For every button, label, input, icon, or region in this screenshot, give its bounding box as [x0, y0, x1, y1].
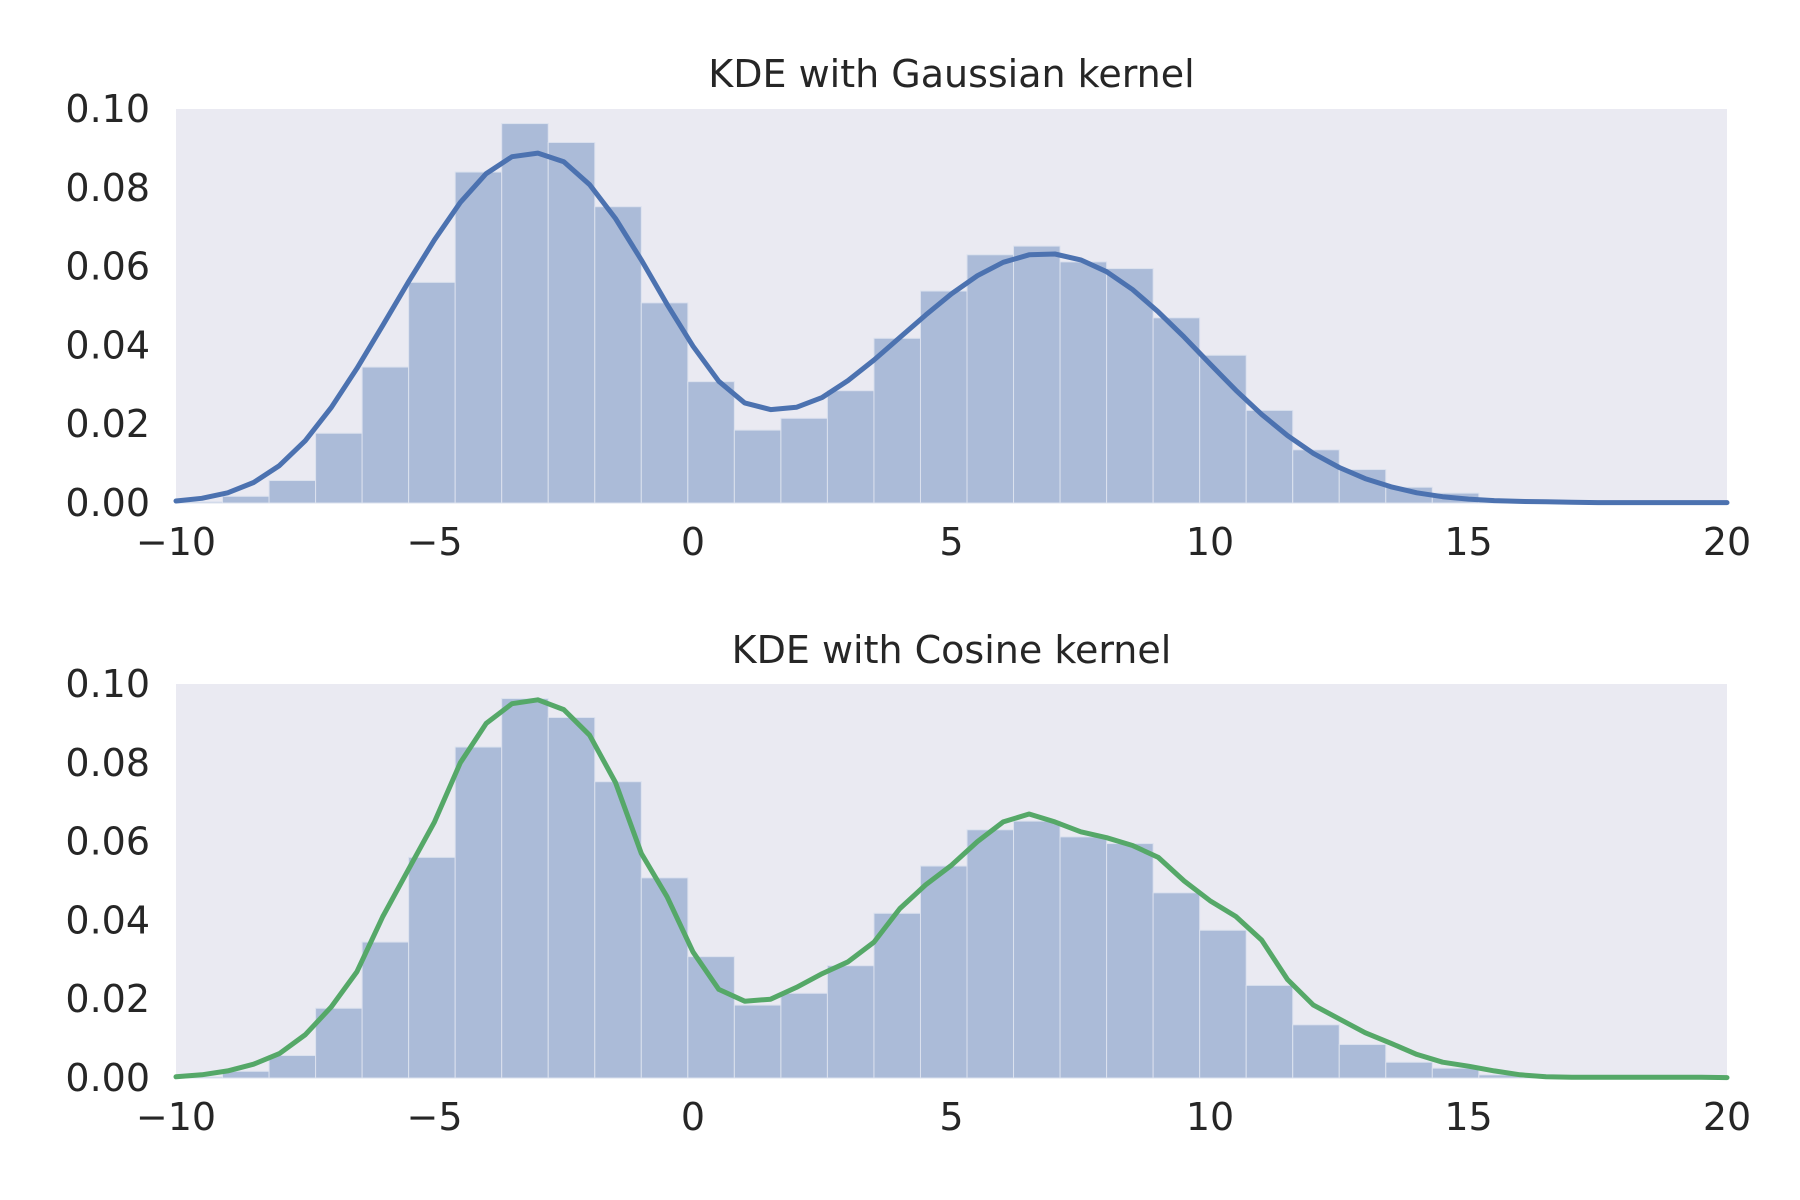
histogram-bar — [1431, 1067, 1480, 1079]
histogram-bar — [873, 337, 921, 504]
x-tick-label: 20 — [1703, 520, 1751, 564]
x-tick-label: 15 — [1444, 520, 1492, 564]
chart-title: KDE with Cosine kernel — [732, 628, 1172, 672]
histogram-bar — [966, 829, 1015, 1079]
y-tick-label: 0.10 — [65, 87, 150, 131]
x-tick-label: 15 — [1444, 1095, 1492, 1139]
histogram-bar — [826, 390, 875, 504]
histogram-bar — [594, 206, 642, 504]
histogram-bar — [919, 865, 968, 1079]
x-tick-label: 10 — [1186, 520, 1234, 564]
x-tick-label: 20 — [1703, 1095, 1751, 1139]
histogram-bar — [1199, 929, 1247, 1079]
x-tick-label: 0 — [681, 520, 705, 564]
histogram-bar — [1292, 449, 1340, 504]
histogram-bar — [873, 912, 921, 1079]
x-tick-label: −5 — [406, 1095, 462, 1139]
x-tick-label: 5 — [939, 1095, 963, 1139]
x-tick-label: 5 — [939, 520, 963, 564]
histogram-bar — [1292, 1024, 1340, 1079]
kde-line — [173, 697, 1730, 1081]
histogram-bar — [687, 381, 735, 504]
histogram-bar — [408, 856, 456, 1079]
histogram-bar — [501, 698, 549, 1079]
histogram-bar — [222, 495, 270, 504]
x-tick-label: −10 — [136, 520, 216, 564]
y-tick-label: 0.06 — [65, 245, 150, 289]
histogram-bar — [1059, 261, 1108, 504]
x-tick-label: −10 — [136, 1095, 216, 1139]
histogram-bar — [361, 941, 410, 1079]
histogram-bar — [361, 366, 410, 504]
chart-title: KDE with Gaussian kernel — [708, 52, 1194, 96]
histogram-bar — [826, 965, 875, 1079]
histogram-bar — [547, 141, 596, 504]
y-tick-label: 0.00 — [65, 481, 150, 525]
histogram-bar — [733, 1004, 782, 1079]
y-tick-label: 0.00 — [65, 1056, 150, 1100]
histogram-bar — [594, 781, 642, 1079]
histogram-bar — [547, 716, 596, 1079]
histogram-bar — [1013, 820, 1061, 1079]
histogram-bar — [268, 1055, 317, 1079]
histogram-bar — [454, 171, 503, 504]
y-tick-label: 0.08 — [65, 741, 150, 785]
histogram-bar — [408, 281, 456, 504]
histogram-bar — [640, 302, 689, 504]
kde-gaussian-panel: KDE with Gaussian kernel 0.00 0.02 0.04 0.0… — [65, 52, 1751, 564]
kde-line — [173, 150, 1730, 506]
histogram-bar — [1152, 892, 1201, 1079]
x-tick-label: 0 — [681, 1095, 705, 1139]
histogram-bar — [1013, 245, 1061, 504]
histogram-bar — [501, 123, 549, 504]
y-tick-label: 0.04 — [65, 898, 150, 942]
x-tick-label: −5 — [406, 520, 462, 564]
kde-cosine-panel: KDE with Cosine kernel 0.00 0.02 0.04 0.06 0… — [65, 628, 1751, 1139]
histogram-bar — [1245, 984, 1294, 1079]
histogram-bar — [640, 877, 689, 1079]
histogram-bar — [966, 254, 1015, 504]
histogram-bar — [733, 429, 782, 504]
histogram-bar — [268, 480, 317, 504]
histogram-bar — [454, 746, 503, 1079]
y-tick-label: 0.02 — [65, 402, 150, 446]
y-tick-label: 0.04 — [65, 323, 150, 367]
histogram-bar — [1338, 1044, 1387, 1079]
histogram-bar — [1385, 1061, 1433, 1079]
histogram-bar — [780, 417, 828, 504]
y-tick-label: 0.10 — [65, 662, 150, 706]
histogram-bar — [1106, 843, 1154, 1079]
histogram-bar — [1059, 836, 1108, 1079]
histogram-bar — [315, 432, 363, 504]
histogram-bar — [1245, 409, 1294, 504]
x-tick-label: 10 — [1186, 1095, 1234, 1139]
histogram-bar — [1338, 469, 1387, 504]
y-tick-label: 0.02 — [65, 977, 150, 1021]
y-tick-label: 0.08 — [65, 166, 150, 210]
y-tick-label: 0.06 — [65, 820, 150, 864]
histogram-bar — [919, 290, 968, 504]
histogram-bar — [780, 992, 828, 1079]
